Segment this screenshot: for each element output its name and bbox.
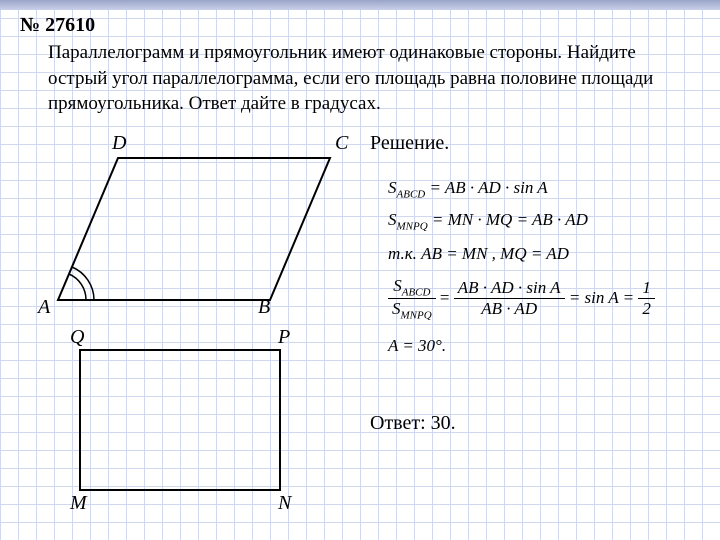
label-Q: Q: [70, 326, 84, 349]
label-P: P: [278, 326, 290, 349]
formula-angle: A = 30°.: [388, 336, 446, 356]
answer-heading: Ответ: 30.: [370, 412, 456, 435]
label-A: A: [38, 296, 50, 319]
rectangle-figure: [0, 0, 360, 540]
formula-ratio: SABCD SMNPQ = AB · AD · sin A AB · AD = …: [388, 276, 655, 322]
formula-since: т.к. AB = MN , MQ = AD: [388, 244, 569, 264]
formula-s-mnpq: SMNPQ = MN · MQ = AB · AD: [388, 210, 588, 232]
label-B: B: [258, 296, 270, 319]
formula-s-abcd: SABCD = AB · AD · sin A: [388, 178, 548, 200]
label-N: N: [278, 492, 291, 515]
label-M: M: [70, 492, 87, 515]
solution-heading: Решение.: [370, 132, 449, 155]
label-D: D: [112, 132, 126, 155]
label-C: C: [335, 132, 348, 155]
